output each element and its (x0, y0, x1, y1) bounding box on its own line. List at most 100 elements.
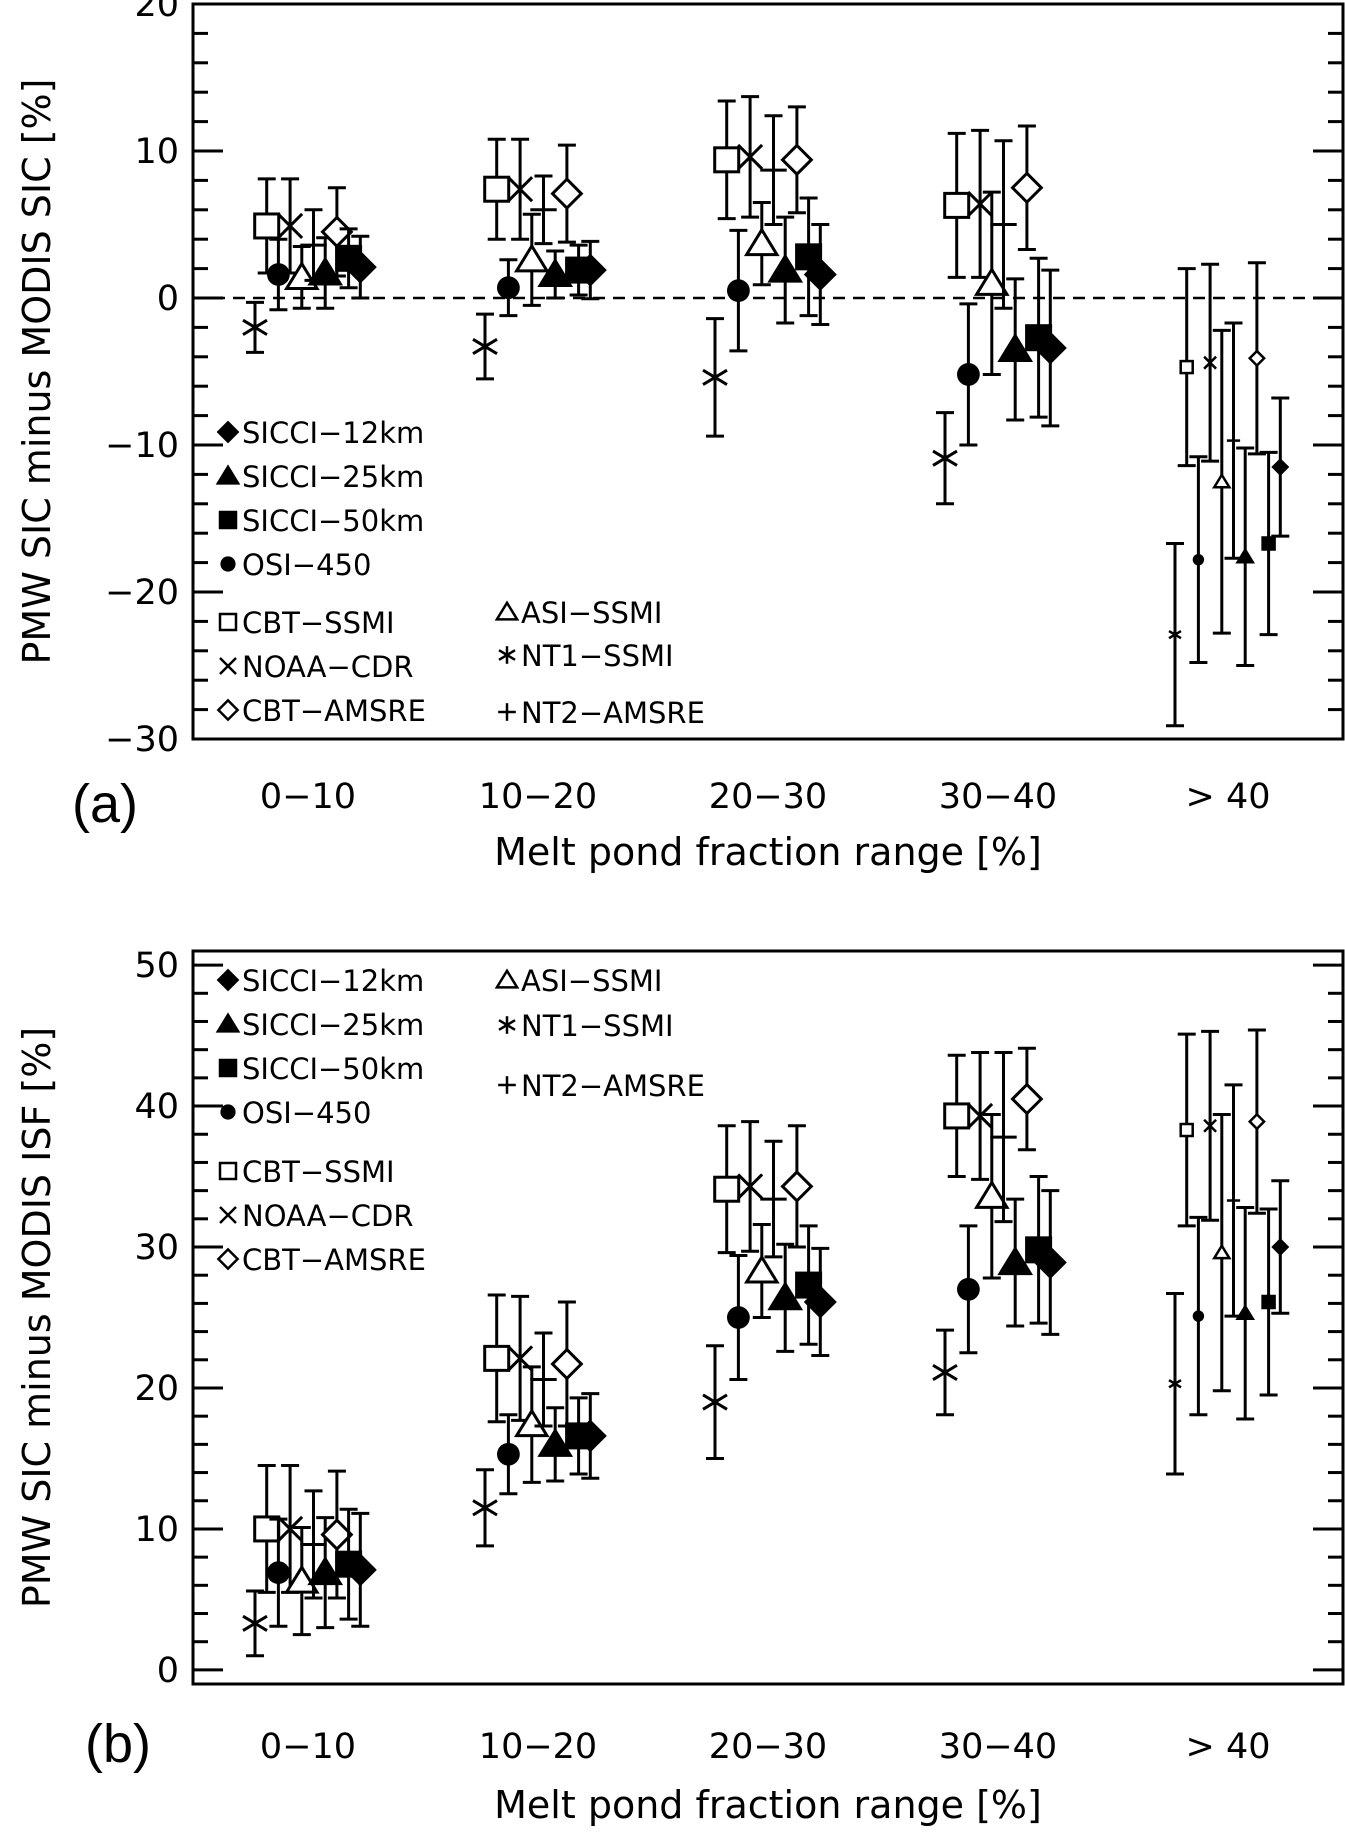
legend-label: ASI−SSMI (521, 964, 663, 998)
series-sicci-50km (335, 196, 1278, 637)
diamond-shape (1010, 171, 1044, 205)
x-tick-label: 30−40 (939, 1727, 1057, 1767)
data-point (300, 231, 327, 259)
diamond-shape (573, 1419, 607, 1453)
data-point (573, 253, 607, 287)
data-point (497, 1442, 520, 1466)
triangle-shape (307, 1555, 344, 1586)
square-shape (713, 146, 741, 174)
data-point (277, 212, 304, 240)
x-stroke (277, 1515, 304, 1543)
diamond-shape (550, 1347, 584, 1381)
asterisk-stroke (702, 368, 728, 386)
data-point (997, 1245, 1034, 1276)
data-point (537, 1427, 574, 1457)
data-point (253, 1515, 281, 1543)
circle-shape (497, 276, 520, 300)
legend-marker (216, 1247, 240, 1271)
panel-label: (b) (85, 1714, 151, 1774)
data-point (1271, 458, 1290, 477)
data-point (973, 266, 1010, 296)
series-sicci-12km (343, 1179, 1290, 1628)
data-point (277, 1515, 304, 1543)
data-point (1168, 628, 1182, 642)
data-point (1211, 472, 1232, 489)
series-cbt-ssmi (253, 99, 1196, 468)
data-point (760, 1185, 787, 1213)
square-shape (218, 1161, 238, 1181)
data-point (483, 1344, 511, 1372)
data-point (743, 226, 780, 257)
legend-marker (218, 612, 238, 632)
x-stroke (967, 1102, 994, 1129)
circle-shape (220, 1104, 236, 1120)
x-axis-label: Melt pond fraction range [%] (494, 1783, 1042, 1827)
legend-label: CBT−AMSRE (242, 694, 426, 728)
data-point (1247, 349, 1266, 368)
x-tick-label: 0−10 (260, 1727, 356, 1767)
diamond-shape (343, 1553, 377, 1587)
asterisk-stroke (472, 338, 498, 355)
square-shape (1179, 1122, 1194, 1138)
x-tick-label: 30−40 (939, 777, 1057, 817)
triangle-shape (283, 1564, 320, 1594)
data-point (737, 143, 764, 170)
asterisk-stroke (498, 1019, 516, 1031)
square-shape (218, 612, 238, 632)
panel-a: −30 −20 −10 0 10 20 0−10 10−20 20−30 30−40 > 40 Mel… (15, 0, 1345, 874)
triangle-shape (215, 1012, 241, 1033)
circle-shape (727, 279, 750, 303)
data-point (1203, 355, 1217, 370)
y-tick-label: −20 (105, 573, 179, 613)
asterisk-stroke (242, 1614, 268, 1632)
x-tick-label: 20−30 (709, 777, 827, 817)
series-nt1-ssmi (242, 300, 1184, 728)
triangle-shape (767, 253, 804, 283)
diamond-shape (1271, 1238, 1290, 1256)
data-point (550, 177, 584, 211)
asterisk-stroke (932, 449, 958, 467)
triangle-shape (537, 1427, 574, 1457)
data-point (472, 333, 498, 360)
x-stroke (219, 1206, 237, 1224)
legend-marker (218, 1161, 238, 1181)
y-tick-label: 30 (134, 1228, 179, 1268)
triangle-shape (494, 968, 520, 989)
data-point (760, 156, 787, 184)
data-point (343, 1553, 377, 1587)
legend-label: CBT−SSMI (242, 606, 395, 640)
data-point (780, 1169, 814, 1203)
series-nt1-ssmi (242, 1292, 1184, 1658)
data-point (483, 175, 511, 203)
square-shape (1261, 536, 1276, 551)
data-point (320, 215, 354, 249)
x-tick-label: 10−20 (479, 1727, 597, 1767)
data-point (1261, 536, 1276, 551)
x-stroke (219, 657, 237, 675)
diamond-shape (216, 420, 240, 444)
series-osi-450 (267, 1215, 1208, 1628)
legend: SICCI−12km SICCI−25km SICCI−50km OSI−450 CBT… (215, 964, 705, 1277)
x-stroke (737, 1173, 764, 1200)
x-tick-label: 20−30 (709, 1727, 827, 1767)
diamond-shape (216, 968, 240, 992)
data-point (1192, 1310, 1205, 1322)
asterisk-stroke (498, 649, 516, 661)
circle-shape (220, 556, 236, 572)
triangle-shape (513, 243, 550, 273)
square-shape (253, 1515, 281, 1543)
legend: SICCI−12km SICCI−25km SICCI−50km OSI−450 CBT… (215, 416, 705, 730)
square-shape (218, 1058, 238, 1078)
legend-label: ASI−SSMI (521, 596, 663, 630)
square-shape (713, 1175, 741, 1203)
triangle-shape (1235, 547, 1256, 564)
triangle-shape (973, 266, 1010, 296)
legend-marker (216, 420, 240, 444)
y-axis-label: PMW SIC minus MODIS SIC [%] (15, 79, 59, 665)
triangle-shape (997, 1245, 1034, 1276)
legend-label: SICCI−50km (242, 504, 424, 538)
legend-label: NT1−SSMI (521, 1009, 674, 1043)
data-point (267, 263, 290, 286)
x-tick-label: > 40 (1186, 1727, 1271, 1767)
